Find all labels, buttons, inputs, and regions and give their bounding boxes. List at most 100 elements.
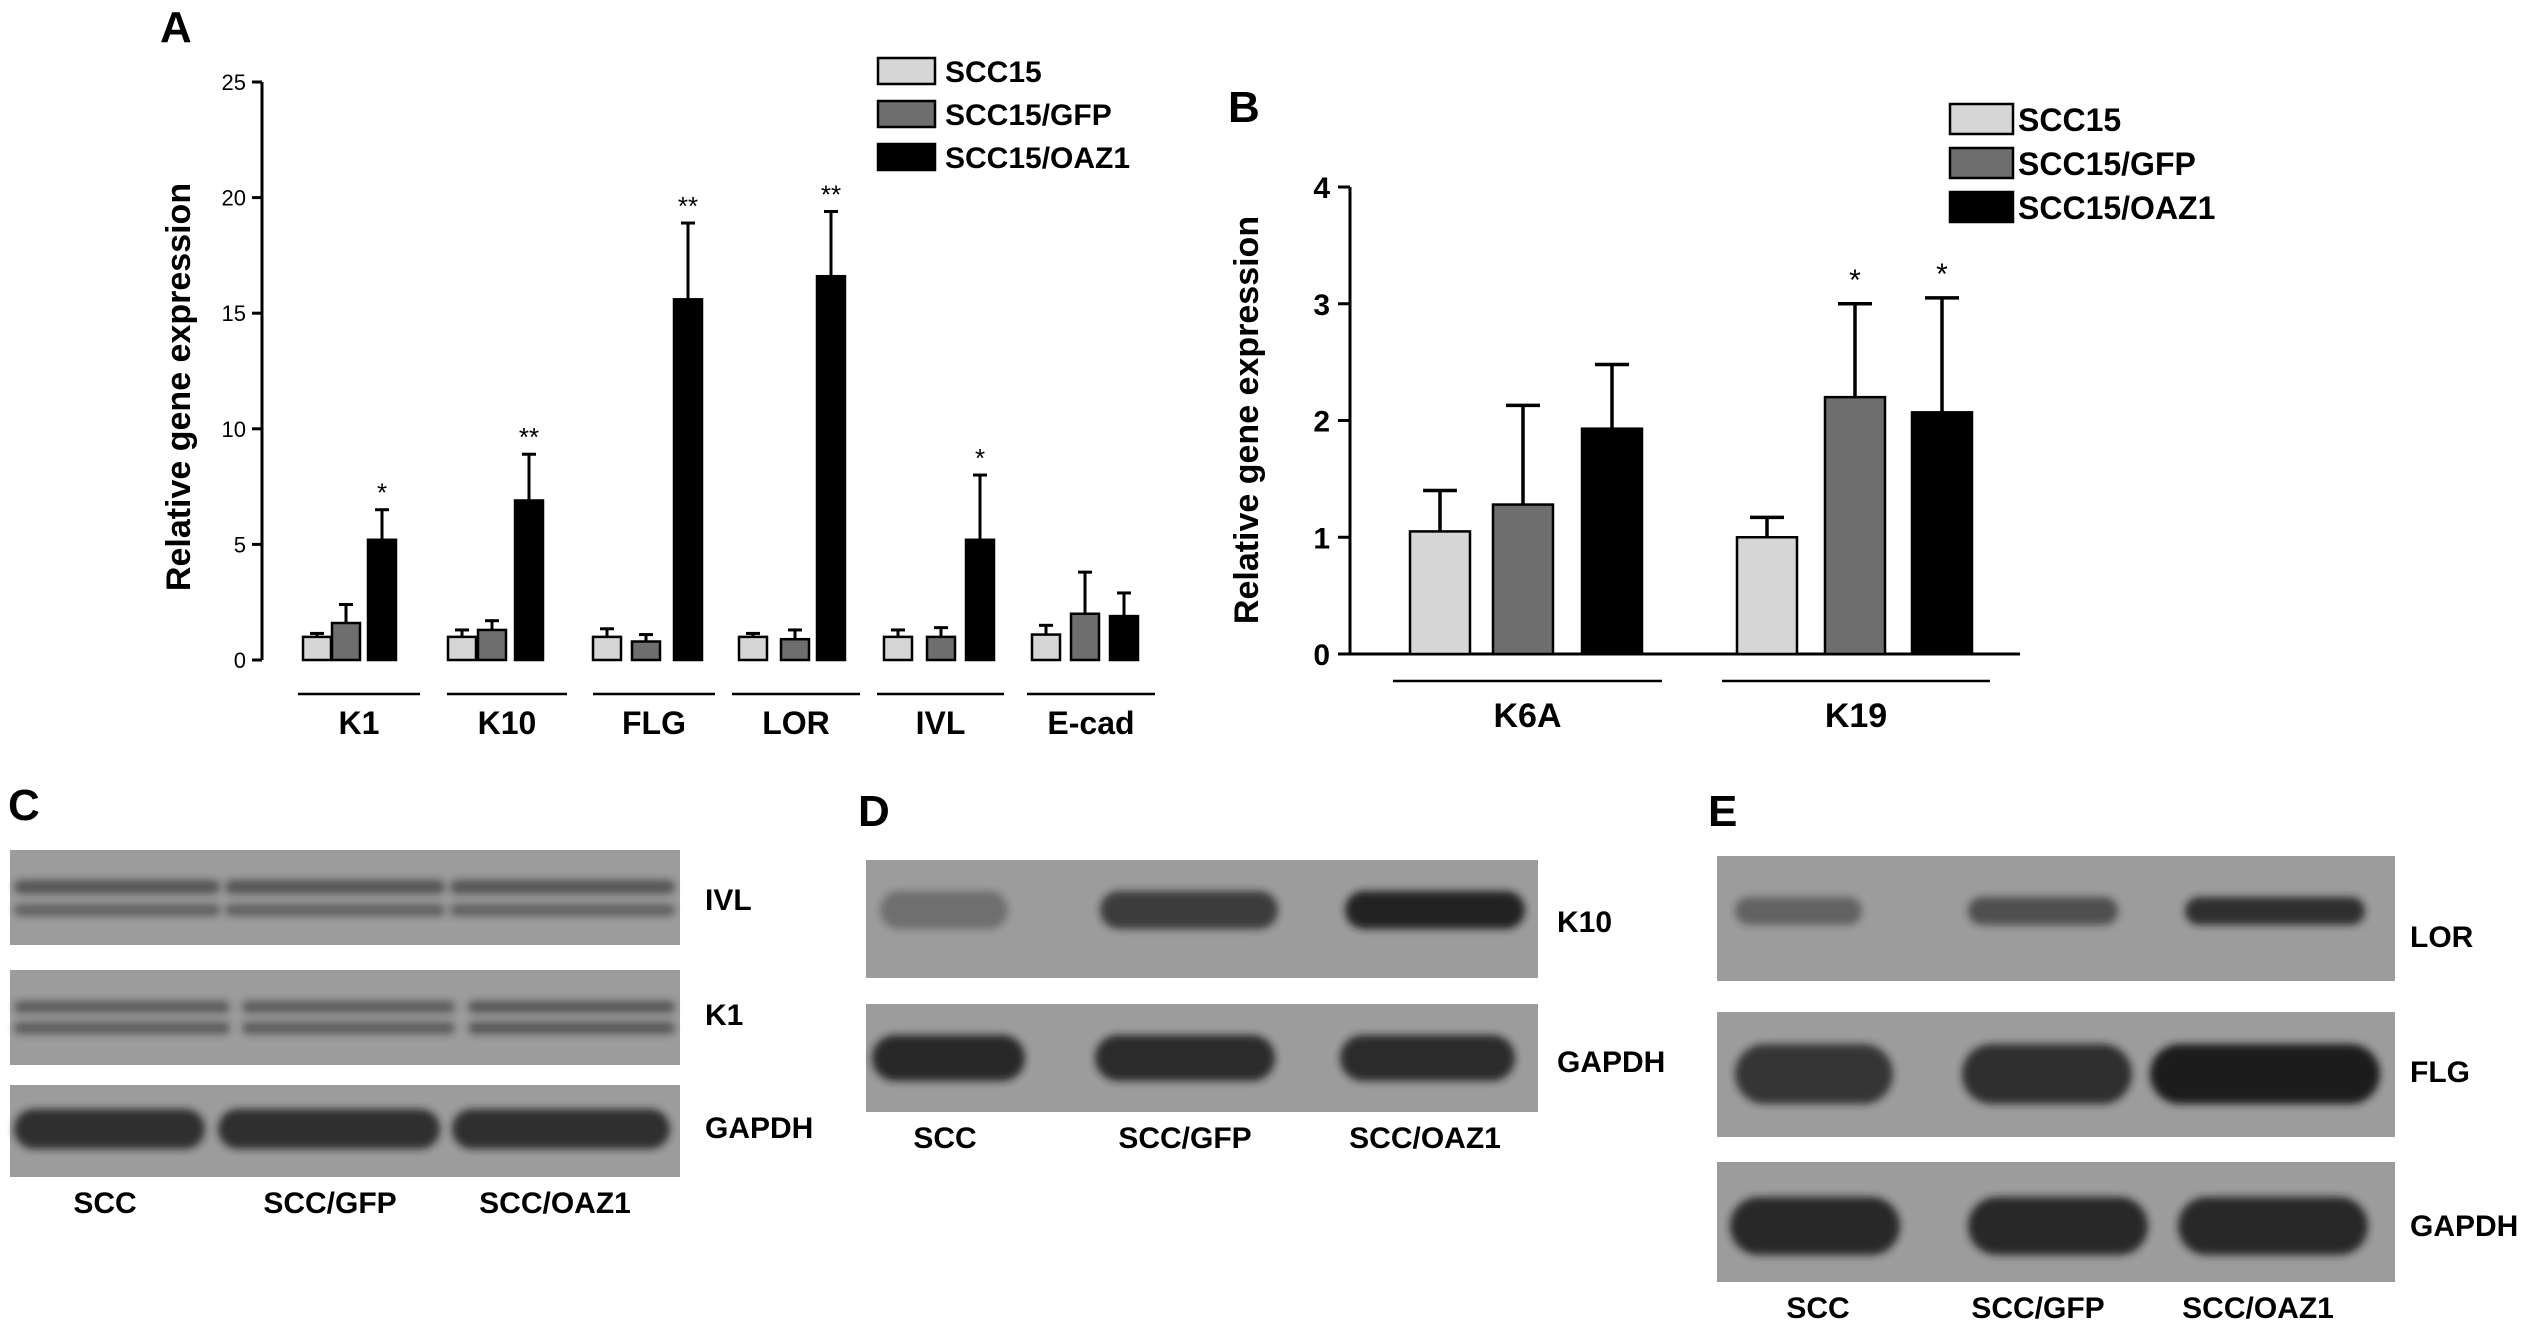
chart-a-bar <box>882 635 914 662</box>
panel-letter-c: C <box>8 781 40 830</box>
blot-d-gapdh-band <box>872 1035 1025 1081</box>
chart-b-legend-label: SCC15 <box>2018 102 2121 138</box>
chart-b-bar <box>1408 530 1472 656</box>
panel-letter-a: A <box>160 3 192 52</box>
blot-e-lor-band <box>1735 897 1862 925</box>
blot-c-ivl-band <box>14 904 220 916</box>
chart-b-bar <box>1580 427 1644 656</box>
chart-b-significance: * <box>1849 264 1861 297</box>
blot-e-gapdh-band <box>1730 1197 1900 1255</box>
chart-b-legend-swatch <box>1948 146 2015 180</box>
blot-d-gapdh-band <box>1340 1035 1515 1081</box>
chart-a-significance: ** <box>678 191 698 221</box>
chart-b-ytick-label: 0 <box>1313 639 1330 672</box>
chart-b-ylabel: Relative gene expression <box>1228 216 1266 624</box>
panel-letter-e: E <box>1708 787 1737 836</box>
blot-d-k10-band <box>1100 891 1278 929</box>
chart-b-legend-swatch <box>1948 190 2015 224</box>
chart-a-bar <box>1030 633 1062 662</box>
blot-e-label-gapdh: GAPDH <box>2410 1210 2518 1243</box>
blot-c-label-ivl: IVL <box>705 884 752 917</box>
blot-c-k1-band <box>242 1022 455 1034</box>
chart-a-bar <box>1108 614 1140 662</box>
blot-d-gapdh-band <box>1095 1035 1275 1081</box>
blot-e-gapdh-band <box>2178 1197 2368 1255</box>
blot-e-lane-gfp: SCC/GFP <box>1971 1292 2104 1325</box>
blot-c-k1-band <box>242 1001 455 1013</box>
blot-c-label-k1: K1 <box>705 999 743 1032</box>
chart-a-category-label: K1 <box>339 705 380 741</box>
chart-a-ytick-label: 5 <box>234 532 246 557</box>
chart-b-bar <box>1491 503 1555 656</box>
chart-a-category-label: LOR <box>762 705 830 741</box>
chart-a-bar <box>672 298 704 662</box>
blot-e-lane-scc: SCC <box>1786 1292 1849 1325</box>
chart-b-bar <box>1910 411 1974 656</box>
blot-c-ivl-band <box>14 880 220 894</box>
blot-c-lane-gfp: SCC/GFP <box>263 1187 396 1220</box>
blot-e-lane-oaz1: SCC/OAZ1 <box>2182 1292 2334 1325</box>
blot-c-label-gapdh: GAPDH <box>705 1112 813 1145</box>
blot-d-lane-gfp: SCC/GFP <box>1118 1122 1251 1155</box>
chart-a-ytick-label: 15 <box>222 301 246 326</box>
chart-a-legend-label: SCC15/OAZ1 <box>945 142 1130 175</box>
blot-e: LOR FLG GAPDH SCC SCC/GFP SCC/OAZ1 <box>1717 856 2518 1325</box>
chart-a-bar <box>591 635 623 662</box>
chart-a-bar <box>476 628 508 662</box>
blot-c-ivl-band <box>225 904 445 916</box>
blot-c-ivl-band <box>450 904 675 916</box>
chart-a-bar <box>1069 612 1101 662</box>
blot-c-k1-band <box>468 1022 675 1034</box>
blot-c-k1-band <box>468 1001 675 1013</box>
chart-a-bar <box>737 635 769 662</box>
chart-a-legend-swatch <box>876 56 937 86</box>
chart-b-ytick-label: 2 <box>1313 406 1330 439</box>
chart-b-legend-swatch <box>1948 102 2015 136</box>
chart-a-legend-swatch <box>876 99 937 129</box>
chart-a-legend-swatch <box>876 142 937 172</box>
chart-a-bar <box>964 538 996 662</box>
chart-b-legend: SCC15 SCC15/GFP SCC15/OAZ1 <box>1948 102 2215 226</box>
blot-c-k1-band <box>14 1022 230 1034</box>
blot-c-lane-oaz1: SCC/OAZ1 <box>479 1187 631 1220</box>
blot-c-gapdh-band <box>218 1109 440 1149</box>
chart-b: Relative gene expression SCC15SCC15/GFPS… <box>1228 102 2215 735</box>
chart-a-ytick-label: 0 <box>234 648 246 673</box>
chart-a-ytick-label: 10 <box>222 417 246 442</box>
chart-a-ytick-label: 25 <box>222 70 246 95</box>
blot-e-label-lor: LOR <box>2410 921 2474 954</box>
chart-a-ytick-label: 20 <box>222 186 246 211</box>
chart-b-ytick-label: 3 <box>1313 289 1330 322</box>
panel-letter-b: B <box>1228 83 1260 132</box>
blot-d-label-k10: K10 <box>1557 906 1612 939</box>
chart-a-significance: * <box>975 443 985 473</box>
chart-a-bar <box>513 499 545 662</box>
chart-b-significance: * <box>1936 258 1948 291</box>
blot-e-flg-band <box>1735 1044 1893 1104</box>
chart-a-legend: SCC15 SCC15/GFP SCC15/OAZ1 <box>876 56 1130 175</box>
chart-b-legend-label: SCC15/GFP <box>2018 146 2196 182</box>
chart-a-bar <box>301 635 333 662</box>
chart-b-bar <box>1735 536 1799 656</box>
blot-c-k1-band <box>14 1001 230 1013</box>
blot-e-flg-band <box>2150 1044 2380 1104</box>
chart-a-bar <box>779 637 811 662</box>
chart-a-bar <box>630 640 662 662</box>
chart-a-legend-label: SCC15/GFP <box>945 99 1112 132</box>
blot-d-label-gapdh: GAPDH <box>1557 1046 1665 1079</box>
chart-a-bar <box>366 538 398 662</box>
blot-e-lor-band <box>1968 897 2118 925</box>
chart-b-ytick-label: 1 <box>1313 522 1330 555</box>
blot-c-gapdh-band <box>452 1109 670 1149</box>
chart-b-bar <box>1823 395 1887 656</box>
chart-a-bar <box>815 274 847 662</box>
blot-e-gapdh-band <box>1968 1197 2148 1255</box>
chart-a-bar <box>446 635 478 662</box>
chart-b-legend-label: SCC15/OAZ1 <box>2018 190 2215 226</box>
chart-a-category-label: E-cad <box>1047 705 1134 741</box>
chart-a-significance: ** <box>519 422 539 452</box>
chart-a-category-label: K10 <box>478 705 537 741</box>
chart-a-legend-label: SCC15 <box>945 56 1042 89</box>
chart-b-category-label: K6A <box>1493 697 1561 735</box>
